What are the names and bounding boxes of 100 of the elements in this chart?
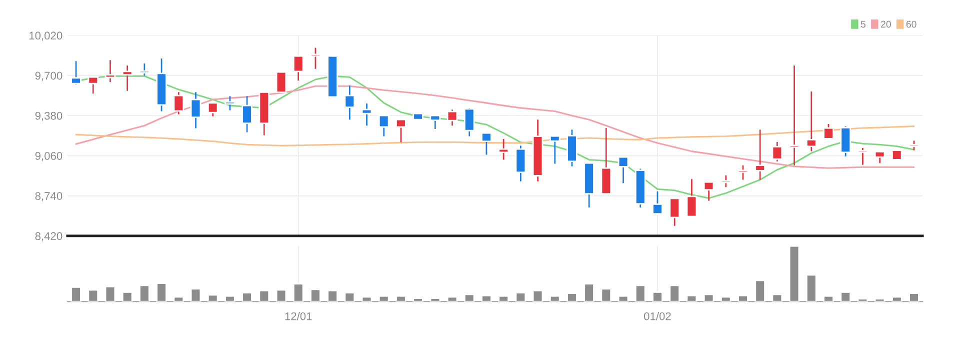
candlestick [703,181,714,202]
bar [908,292,920,302]
bar [327,290,338,302]
bar [566,292,578,302]
candlestick [446,108,458,126]
candlestick [173,91,184,115]
bar [634,284,646,302]
candlestick [754,128,766,180]
candlestick [686,178,698,218]
bar [310,288,321,302]
candlestick [122,64,133,92]
y-tick-label: 8,420 [35,232,62,242]
bar [88,289,99,302]
legend-label: 5 [860,20,866,28]
candlestick [618,156,629,184]
candlestick [224,95,236,111]
bar [806,274,817,302]
bar [412,298,424,302]
candlestick [378,114,390,137]
bar [669,284,680,302]
y-tick-label: 9,380 [35,112,62,122]
bar [686,294,698,302]
bar [104,286,116,302]
candlestick [788,64,800,166]
bar [515,292,526,302]
candlestick [738,164,748,180]
y-tick-label: 8,740 [35,192,62,202]
bar [292,283,304,302]
candlestick [310,47,321,70]
bar [396,295,406,302]
candlestick [515,144,526,182]
candlestick [139,62,150,76]
y-tick-label: 10,020 [29,32,62,41]
line-series [75,125,915,146]
x-tick-label: 01/02 [644,312,671,320]
bar [532,290,544,302]
bar [874,298,886,302]
bar [584,283,594,302]
y-tick-label: 9,700 [35,72,62,81]
bar [464,294,475,302]
candlestick [396,118,406,143]
bar [156,282,167,302]
candlestick [361,102,372,126]
candlestick [549,135,560,164]
bar [823,295,834,302]
bar [446,296,458,302]
bar [618,295,629,302]
bar [754,280,766,302]
bar [788,246,800,302]
bar [600,288,612,302]
candlestick [344,84,356,120]
candlestick [70,60,82,86]
legend-label: 20 [880,20,891,28]
bar [840,291,851,302]
bar [857,298,868,302]
bar [122,291,133,302]
candlestick [207,102,218,117]
bar [258,290,270,302]
bar [720,296,732,302]
bar [207,294,218,302]
bar [481,294,492,302]
candlestick [464,107,475,137]
bar [242,292,252,302]
candlestick [190,91,202,129]
bar [344,292,356,302]
candlestick [292,55,304,82]
bar [498,295,509,302]
bar [190,288,202,302]
x-tick-label: 12/01 [285,312,312,320]
bar [652,291,663,302]
bar [361,296,372,302]
candlestick [806,90,817,152]
bar [70,286,82,302]
candlestick [669,198,680,227]
candlestick [908,140,920,151]
candlestick [874,150,886,164]
candlestick [104,59,116,83]
bar [139,284,150,302]
bar [738,294,748,302]
candlestick [652,190,663,215]
bar [703,294,714,302]
candlestick [823,123,834,140]
bar [772,294,783,302]
bar [378,295,390,302]
candlestick [88,76,99,94]
candlestick [857,147,868,166]
bar [892,296,902,302]
bar [276,289,287,302]
candlestick [720,174,732,188]
candlestick [242,95,252,133]
bar [173,296,184,302]
candlestick [772,141,783,162]
candlestick [430,114,441,130]
bar [224,295,236,302]
candlestick [498,138,509,160]
candlestick [481,132,492,156]
bar [549,295,560,302]
legend-label: 60 [906,20,916,28]
line-series [75,85,915,169]
y-tick-label: 9,060 [35,152,62,162]
